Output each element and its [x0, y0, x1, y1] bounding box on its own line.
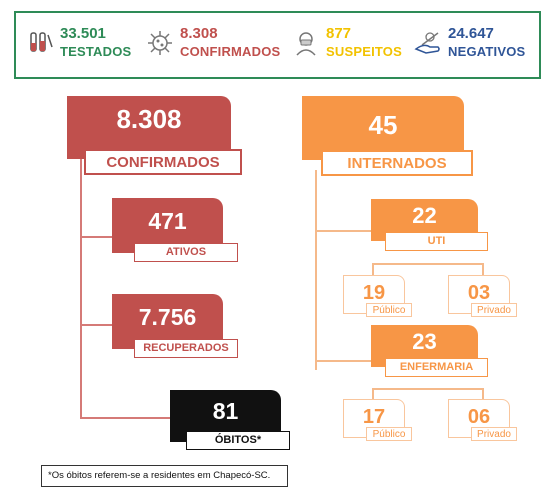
ward-value: 23: [412, 329, 437, 354]
ward-public-box: 17 Público: [343, 399, 412, 441]
negative-label: NEGATIVOS: [448, 44, 526, 59]
icu-private-value: 03: [467, 282, 491, 304]
ward-public-label: Público: [366, 427, 412, 441]
confirmed-value: 8.308: [116, 104, 182, 134]
hand-virus-icon: [414, 32, 440, 54]
tested-label: TESTADOS: [60, 44, 132, 59]
suspected-stat: 877 SUSPEITOS: [292, 13, 410, 77]
confirmed-summary-label: CONFIRMADOS: [180, 44, 281, 59]
negative-stat: 24.647 NEGATIVOS: [414, 13, 539, 77]
ward-branch-line: [372, 388, 484, 390]
confirmed-summary-value: 8.308: [180, 25, 218, 42]
active-value: 471: [148, 208, 187, 234]
ward-private-box: 06 Privado: [448, 399, 517, 441]
icu-private-label: Privado: [471, 303, 517, 317]
suspected-value: 877: [326, 25, 352, 42]
ward-label: ENFERMARIA: [385, 358, 488, 377]
hospitalized-label: INTERNADOS: [321, 150, 473, 176]
icu-branch-line: [372, 263, 484, 265]
icu-value: 22: [412, 203, 437, 228]
icu-label: UTI: [385, 232, 488, 251]
icu-connector: [315, 230, 371, 232]
hospitalized-tree-line: [315, 170, 317, 370]
icu-private-connector: [482, 263, 484, 275]
ward-public-connector: [372, 388, 374, 399]
deaths-connector: [80, 417, 170, 419]
icu-public-label: Público: [366, 303, 412, 317]
tested-stat: 33.501 TESTADOS: [26, 13, 141, 77]
hospitalized-value: 45: [368, 110, 398, 140]
ward-connector: [315, 360, 371, 362]
icu-public-value: 19: [362, 282, 386, 304]
ward-private-label: Privado: [471, 427, 517, 441]
icu-public-connector: [372, 263, 374, 275]
confirmed-tree-line: [80, 150, 82, 418]
recovered-value: 7.756: [138, 304, 197, 330]
icu-private-box: 03 Privado: [448, 275, 517, 317]
ward-public-value: 17: [362, 406, 386, 428]
active-label: ATIVOS: [134, 243, 238, 262]
active-connector: [80, 236, 112, 238]
summary-bar: 33.501 TESTADOS 8.308 CONFIRMADOS 877 SU…: [14, 11, 541, 79]
ward-private-connector: [482, 388, 484, 399]
test-tubes-icon: [30, 32, 53, 52]
masked-person-icon: [296, 32, 316, 56]
suspected-label: SUSPEITOS: [326, 44, 402, 59]
confirmed-box: 8.308: [67, 96, 231, 159]
deaths-label: ÓBITOS*: [186, 431, 290, 450]
tested-value: 33.501: [60, 25, 106, 42]
footnote: *Os óbitos referem-se a residentes em Ch…: [41, 465, 288, 487]
deaths-value: 81: [212, 398, 239, 424]
recovered-connector: [80, 324, 112, 326]
icu-public-box: 19 Público: [343, 275, 412, 317]
confirmed-label: CONFIRMADOS: [84, 149, 242, 175]
negative-value: 24.647: [448, 25, 494, 42]
virus-icon: [148, 31, 172, 55]
confirmed-stat: 8.308 CONFIRMADOS: [146, 13, 286, 77]
hospitalized-box: 45: [302, 96, 464, 160]
recovered-label: RECUPERADOS: [134, 339, 238, 358]
ward-private-value: 06: [467, 406, 491, 428]
